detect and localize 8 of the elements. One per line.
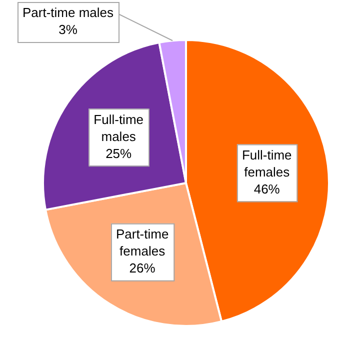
slice-label: Part-time females bbox=[116, 226, 169, 258]
slice-label: Full-time males bbox=[94, 112, 144, 144]
data-label: 46% bbox=[254, 181, 280, 196]
data-label: 3% bbox=[58, 22, 78, 38]
data-label: 26% bbox=[129, 260, 156, 276]
slice-label: Part-time males bbox=[22, 5, 114, 20]
slice-label: Full-time females bbox=[242, 147, 292, 180]
data-label: 25% bbox=[106, 146, 132, 161]
